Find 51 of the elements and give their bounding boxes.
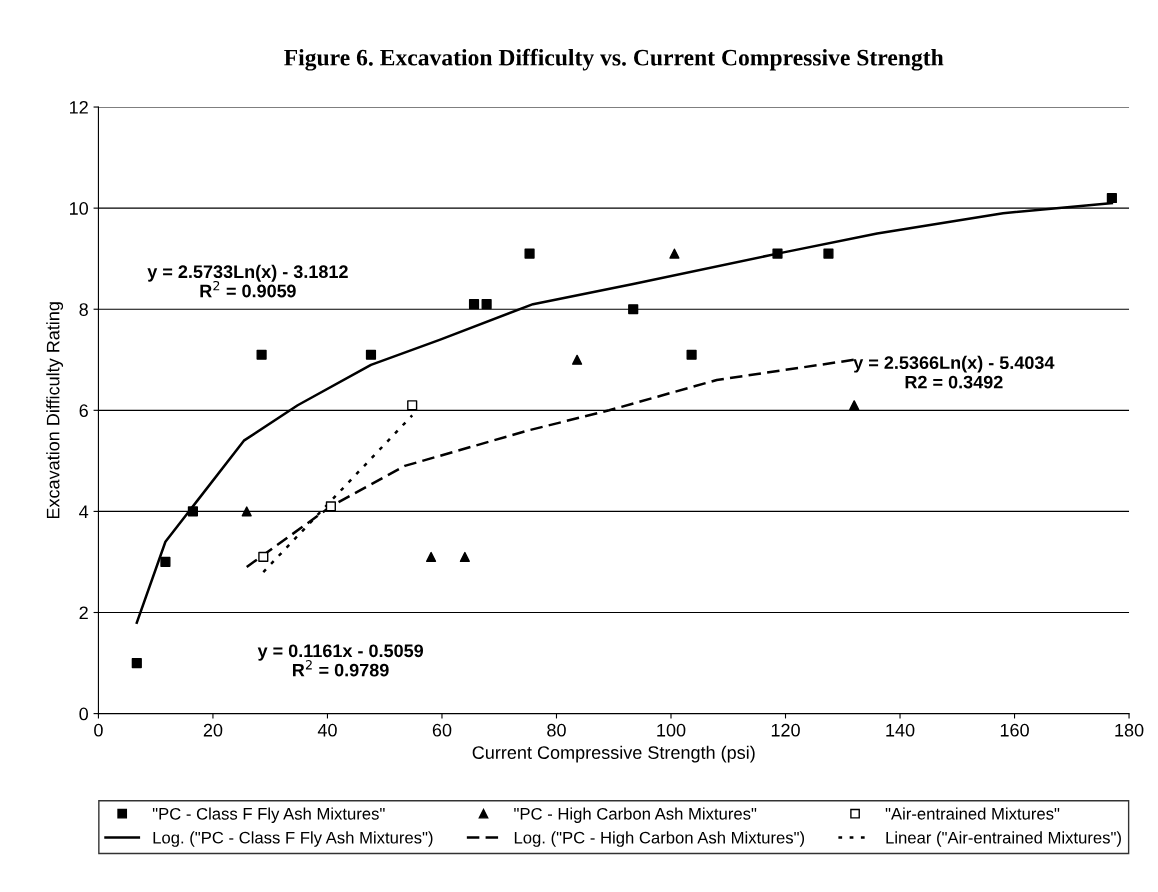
- point: [258, 551, 269, 562]
- x-tick-label: 100: [657, 723, 686, 737]
- y-tick-label: 10: [70, 202, 88, 215]
- legend-label: Log. ("PC - Class F Fly Ash Mixtures"): [153, 831, 433, 847]
- point: [187, 506, 198, 517]
- point: [686, 349, 697, 360]
- annotation: y = 2.5366Ln(x) - 5.4034 R2 = 0.3492: [853, 355, 1055, 389]
- x-tick-label: 20: [203, 723, 223, 737]
- point: [524, 248, 535, 259]
- point: [426, 551, 437, 562]
- x-tick-label: 0: [94, 723, 103, 737]
- x-tick-label: 60: [432, 723, 452, 737]
- point: [628, 304, 639, 315]
- point: [365, 349, 377, 360]
- y-tick-label: 2: [79, 606, 88, 620]
- y-tick-label: 0: [79, 707, 88, 721]
- point: [160, 556, 171, 568]
- point: [481, 299, 492, 310]
- legend-label: "PC - High Carbon Ash Mixtures": [514, 807, 757, 823]
- legend-label: Log. ("PC - High Carbon Ash Mixtures"): [514, 831, 805, 847]
- y-tick-label: 6: [79, 404, 88, 418]
- point: [325, 501, 336, 512]
- x-tick-label: 140: [886, 723, 915, 737]
- annotation: y = 2.5733Ln(x) - 3.1812 R$^{2}$ = 0.9059: [147, 264, 348, 298]
- x-tick-label: 80: [547, 723, 566, 737]
- legend-label: "Air-entrained Mixtures": [885, 807, 1060, 820]
- y-tick-label: 8: [79, 303, 88, 316]
- point: [669, 248, 680, 259]
- x-tick-label: 40: [317, 723, 337, 737]
- x-axis-title: Current Compressive Strength (psi): [472, 745, 755, 763]
- annotation: y = 0.1161x - 0.5059 R$^{2}$ = 0.9789: [257, 644, 424, 677]
- point: [407, 400, 418, 411]
- point: [572, 354, 583, 365]
- chart-title: Figure 6. Excavation Difficulty vs. Current Compressive Strength: [284, 48, 944, 71]
- legend-label: "PC - Class F Fly Ash Mixtures": [152, 807, 385, 823]
- x-tick-label: 180: [1115, 723, 1144, 737]
- point: [823, 248, 834, 259]
- point: [849, 400, 860, 411]
- y-tick-label: 4: [79, 505, 89, 518]
- point: [1106, 192, 1117, 204]
- x-tick-label: 120: [771, 723, 800, 737]
- point: [772, 248, 783, 259]
- point: [459, 551, 470, 562]
- x-tick-label: 160: [1000, 723, 1029, 737]
- legend-label: Linear ("Air-entrained Mixtures"): [886, 831, 1121, 847]
- point: [131, 657, 142, 669]
- y-axis-title: Excavation Difficulty Rating: [46, 302, 64, 519]
- point: [256, 349, 267, 360]
- point: [241, 506, 252, 517]
- point: [468, 299, 480, 310]
- y-tick-label: 12: [70, 100, 88, 114]
